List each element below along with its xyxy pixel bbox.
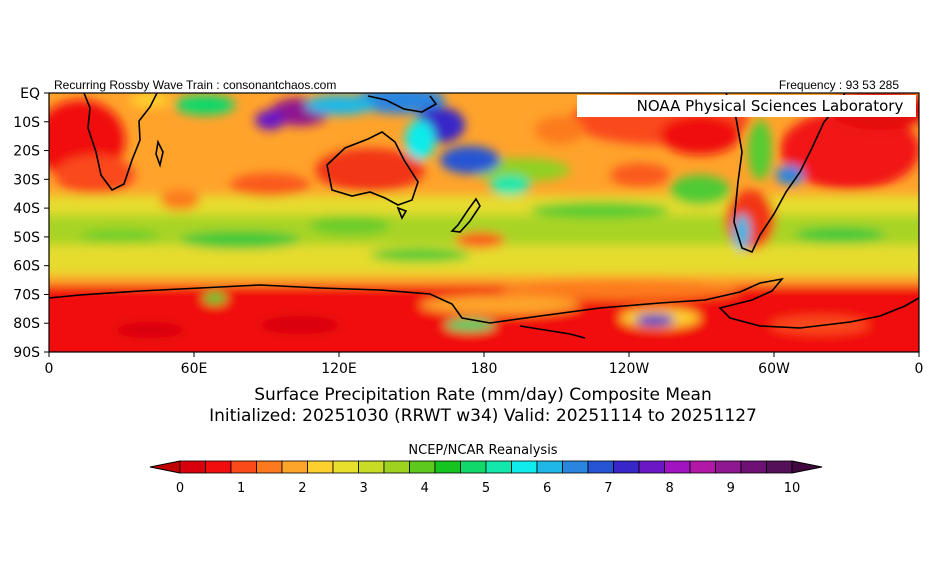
lon-label: 60W xyxy=(758,361,790,377)
lat-label: 60S xyxy=(13,259,40,275)
colorbar-swatch xyxy=(205,460,232,474)
colorbar-swatch xyxy=(434,460,461,474)
colorbar-tick-label: 10 xyxy=(784,481,801,496)
colorbar xyxy=(149,460,823,474)
lat-label: EQ xyxy=(20,86,40,102)
colorbar-swatch xyxy=(766,460,793,474)
latitude-axis: EQ 10S 20S 30S 40S 50S 60S 70S 80S 90S xyxy=(13,86,49,361)
map-subtitle: Initialized: 20251030 (RRWT w34) Valid: … xyxy=(209,406,757,426)
data-source-label: NCEP/NCAR Reanalysis xyxy=(408,443,557,458)
colorbar-tick-label: 1 xyxy=(237,481,245,496)
lon-label: 120E xyxy=(321,361,357,377)
lat-label: 70S xyxy=(13,287,40,303)
colorbar-swatch xyxy=(664,460,691,474)
header-left-text: Recurring Rossby Wave Train : consonantc… xyxy=(54,78,337,92)
colorbar-low-arrow xyxy=(149,460,181,474)
lat-label: 80S xyxy=(13,316,40,332)
lat-label: 20S xyxy=(13,144,40,160)
lon-label: 180 xyxy=(471,361,498,377)
header-right-text: Frequency : 93 53 285 xyxy=(778,78,899,92)
lat-label: 90S xyxy=(13,345,40,361)
longitude-axis: 0 60E 120E 180 120W 60W 0 xyxy=(45,352,924,377)
colorbar-swatch xyxy=(511,460,538,474)
colorbar-swatch xyxy=(256,460,283,474)
colorbar-swatch xyxy=(383,460,410,474)
colorbar-tick-label: 0 xyxy=(176,481,184,496)
colorbar-tick-label: 8 xyxy=(665,481,673,496)
colorbar-tick-label: 5 xyxy=(482,481,490,496)
colorbar-swatch xyxy=(281,460,308,474)
coastlines xyxy=(49,93,919,339)
lon-label: 60E xyxy=(181,361,208,377)
colorbar-swatch xyxy=(358,460,385,474)
colorbar-tick-label: 7 xyxy=(604,481,612,496)
colorbar-swatch xyxy=(740,460,767,474)
lat-label: 50S xyxy=(13,230,40,246)
lat-label: 40S xyxy=(13,201,40,217)
colorbar-swatch xyxy=(485,460,512,474)
colorbar-swatch xyxy=(307,460,334,474)
colorbar-tick-label: 3 xyxy=(359,481,367,496)
precip-field xyxy=(49,93,919,352)
colorbar-swatch xyxy=(536,460,563,474)
colorbar-swatch xyxy=(638,460,665,474)
map-title: Surface Precipitation Rate (mm/day) Comp… xyxy=(254,385,711,405)
lat-label: 10S xyxy=(13,115,40,131)
colorbar-swatch xyxy=(715,460,742,474)
watermark-box xyxy=(577,95,916,117)
map-panel: NOAA Physical Sciences Laboratory xyxy=(48,92,920,353)
colorbar-swatch xyxy=(179,460,206,474)
colorbar-tick-labels: 0 1 2 3 4 5 6 7 8 9 10 xyxy=(176,481,800,496)
colorbar-high-arrow xyxy=(791,460,823,474)
lon-label: 120W xyxy=(609,361,650,377)
colorbar-tick-label: 2 xyxy=(298,481,306,496)
colorbar-swatch xyxy=(230,460,257,474)
lon-label: 0 xyxy=(915,361,924,377)
lon-label: 0 xyxy=(45,361,54,377)
colorbar-swatch xyxy=(409,460,436,474)
colorbar-tick-label: 6 xyxy=(543,481,551,496)
watermark-text: NOAA Physical Sciences Laboratory xyxy=(637,97,904,115)
colorbar-swatch xyxy=(332,460,359,474)
colorbar-swatch xyxy=(613,460,640,474)
colorbar-tick-label: 9 xyxy=(727,481,735,496)
colorbar-swatch xyxy=(562,460,589,474)
colorbar-tick-label: 4 xyxy=(421,481,429,496)
lat-label: 30S xyxy=(13,172,40,188)
colorbar-swatch xyxy=(460,460,487,474)
colorbar-swatch xyxy=(587,460,614,474)
colorbar-swatch xyxy=(689,460,716,474)
